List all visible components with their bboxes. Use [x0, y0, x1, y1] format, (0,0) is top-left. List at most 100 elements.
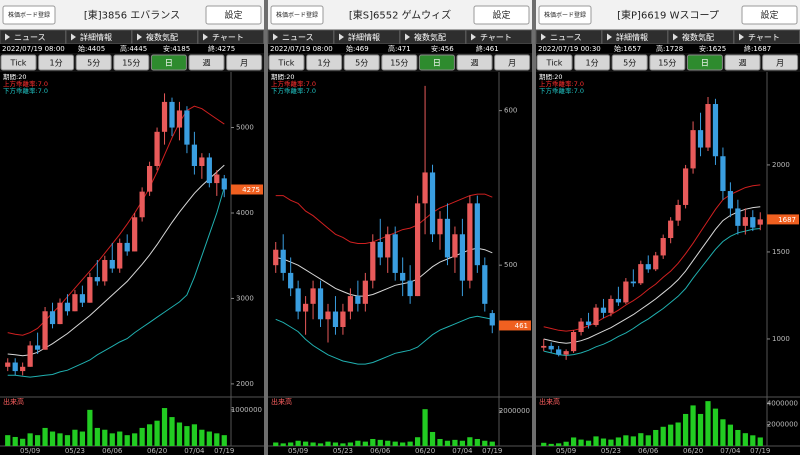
timeframe-button[interactable]: [188, 54, 225, 71]
timeframe-button[interactable]: [574, 54, 611, 71]
volume-bar: [124, 435, 130, 446]
volume-bar: [377, 439, 383, 446]
current-price-box: [231, 184, 263, 195]
candle-body: [414, 203, 421, 297]
timeframe-button[interactable]: [38, 54, 75, 71]
timeframe-button[interactable]: [343, 54, 380, 71]
volume-bar: [146, 424, 153, 446]
timeframe-button[interactable]: [75, 54, 112, 71]
y-tick-label: 1500: [772, 248, 790, 256]
timeframe-button[interactable]: [536, 54, 573, 71]
timeframe-button[interactable]: [611, 54, 648, 71]
volume-bar: [541, 442, 547, 446]
volume-bar: [310, 442, 316, 446]
candle-body: [288, 272, 294, 289]
candle-body: [132, 217, 138, 252]
candle-body: [332, 311, 339, 327]
candle-body: [94, 277, 100, 282]
timeframe-button[interactable]: [686, 54, 723, 71]
candle-body: [370, 242, 376, 281]
y-tick-label: 5000: [236, 124, 254, 132]
timeframe-button[interactable]: [418, 54, 455, 71]
timeframe-button[interactable]: [0, 54, 37, 71]
stock-name: [東P]6619 Wスコープ: [617, 9, 719, 22]
candle-body: [191, 144, 198, 166]
tab-arrow: [273, 33, 278, 41]
y-tick-label: 3000: [236, 294, 254, 302]
candle-body: [280, 249, 286, 273]
volume-bar: [154, 420, 160, 446]
candle-body: [682, 168, 689, 205]
board-register-button[interactable]: [2, 5, 56, 25]
timeframe-label: 週: [471, 59, 479, 68]
date-label: 06/06: [102, 447, 123, 455]
volume-bar: [191, 424, 198, 446]
info-high: 高:1728: [656, 44, 683, 53]
info-open: 始:469: [346, 44, 369, 53]
timeframe-label: 月: [776, 59, 784, 68]
volume-bar: [645, 435, 651, 446]
board-register-button[interactable]: [270, 5, 324, 25]
current-price-box: [767, 214, 799, 225]
board-register-label: 株価ボード登録: [8, 11, 50, 19]
settings-button[interactable]: [741, 5, 798, 25]
candle-body: [429, 172, 436, 235]
tab-label: チャート: [748, 33, 780, 42]
indicator-label: 上方乖離率:7.0: [271, 79, 316, 88]
volume-bar: [720, 419, 726, 446]
volume-bar: [280, 443, 286, 446]
timeframe-button[interactable]: [494, 54, 531, 71]
indicator-label: 期間:20: [3, 73, 26, 81]
volume-bar: [206, 431, 212, 446]
timeframe-button[interactable]: [113, 54, 150, 71]
timeframe-button[interactable]: [306, 54, 343, 71]
stock-name: [東]3856 エバランス: [84, 9, 180, 22]
candle-body: [750, 217, 756, 228]
candle-body: [452, 234, 458, 258]
volume-bar: [750, 435, 756, 446]
volume-bar: [459, 440, 466, 446]
current-price-label: 4275: [242, 186, 260, 194]
date-label: 06/06: [370, 447, 391, 455]
timeframe-button[interactable]: [456, 54, 493, 71]
settings-button[interactable]: [205, 5, 262, 25]
settings-label: 設定: [224, 9, 242, 21]
indicator-label: 期間:20: [271, 73, 294, 81]
info-open: 始:1657: [614, 44, 641, 53]
info-high: 高:4445: [120, 44, 147, 53]
volume-bar: [653, 429, 659, 446]
volume-bar: [600, 438, 607, 446]
timeframe-button[interactable]: [381, 54, 418, 71]
date-label: 05/09: [20, 447, 40, 455]
tab-label: 詳細情報: [80, 32, 112, 42]
current-price-label: 1687: [778, 216, 796, 224]
volume-bar: [295, 440, 301, 446]
info-high: 高:471: [388, 44, 411, 53]
timeframe-button[interactable]: [268, 54, 305, 71]
indicator-line: [543, 206, 761, 344]
volume-bar: [34, 435, 41, 446]
volume-bar: [362, 441, 368, 446]
candle-body: [214, 174, 220, 184]
timeframe-button[interactable]: [150, 54, 187, 71]
candle-body: [49, 311, 56, 325]
y-tick-label: 2000: [772, 161, 790, 169]
tab-arrow: [137, 33, 142, 41]
volume-bar: [340, 443, 346, 446]
info-low: 安:1625: [699, 44, 726, 53]
board-register-button[interactable]: [538, 5, 592, 25]
date-label: 05/09: [556, 447, 576, 455]
timeframe-label: 1分: [50, 59, 63, 68]
y-tick-label: 2000: [236, 380, 254, 388]
tab-label: ニュース: [282, 33, 314, 42]
date-label: 07/19: [482, 447, 502, 455]
timeframe-button[interactable]: [649, 54, 686, 71]
timeframe-button[interactable]: [226, 54, 263, 71]
candle-body: [608, 298, 614, 313]
candle-body: [176, 110, 183, 128]
timeframe-button[interactable]: [724, 54, 761, 71]
timeframe-button[interactable]: [762, 54, 799, 71]
settings-button[interactable]: [473, 5, 530, 25]
candle-body: [139, 191, 145, 218]
timeframe-label: 1分: [318, 59, 331, 68]
